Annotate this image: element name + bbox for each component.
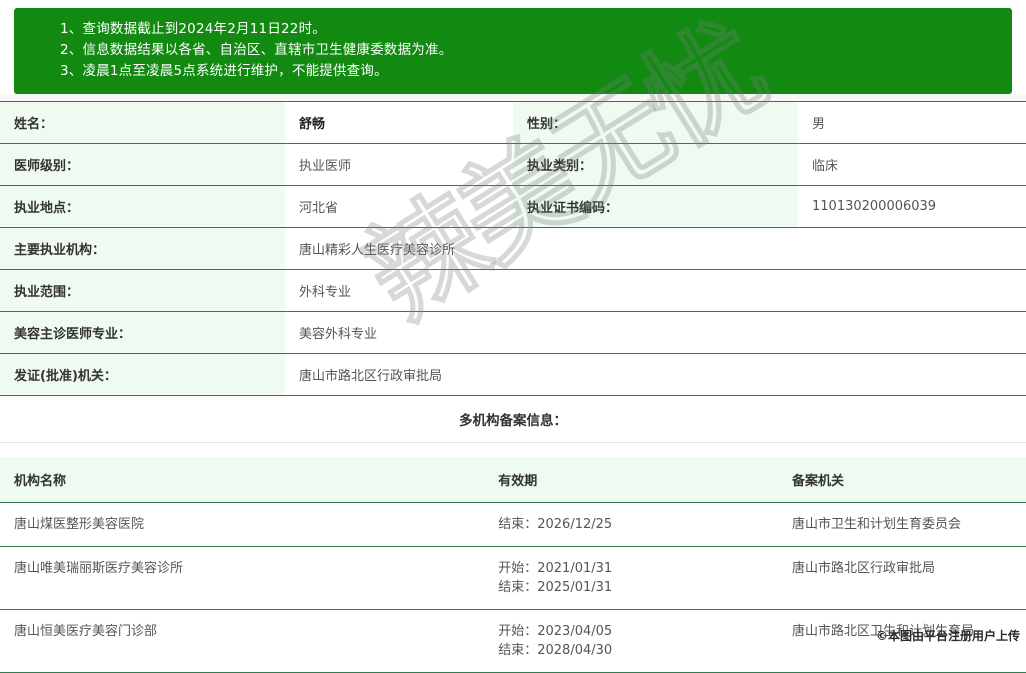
- info-value-practice-location: 河北省: [285, 186, 513, 227]
- info-row-name: 姓名： 舒畅 性别： 男: [0, 102, 1026, 144]
- cell-institution-name: 唐山煤医整形美容医院: [0, 502, 485, 547]
- cell-filing-authority: 唐山市路北区行政审批局: [777, 546, 1026, 610]
- validity-start: 开始：2021/01/31: [498, 561, 613, 576]
- info-label-license-number: 执业证书编码：: [513, 186, 798, 227]
- section-spacer: [0, 443, 1026, 457]
- notice-line-3: 3、凌晨1点至凌晨5点系统进行维护，不能提供查询。: [60, 63, 388, 79]
- table-header-row: 机构名称 有效期 备案机关: [0, 457, 1026, 503]
- info-value-gender: 男: [798, 102, 1026, 143]
- multi-institution-table: 机构名称 有效期 备案机关 唐山煤医整形美容医院 结束：2026/12/25 唐…: [0, 457, 1026, 673]
- cell-validity: 结束：2026/12/25: [484, 502, 778, 547]
- notice-line-2: 2、信息数据结果以各省、自治区、直辖市卫生健康委数据为准。: [60, 42, 453, 58]
- info-value-issuing-authority: 唐山市路北区行政审批局: [285, 354, 1026, 395]
- info-label-practice-scope: 执业范围：: [0, 270, 285, 311]
- doctor-info-table: 姓名： 舒畅 性别： 男 医师级别： 执业医师 执业类别： 临床 执业地点： 河…: [0, 101, 1026, 396]
- info-row-doctor-level: 医师级别： 执业医师 执业类别： 临床: [0, 144, 1026, 186]
- info-label-main-institution: 主要执业机构：: [0, 228, 285, 269]
- cell-validity: 开始：2023/04/05 结束：2028/04/30: [484, 609, 778, 673]
- validity-end: 结束：2028/04/30: [498, 643, 613, 658]
- info-value-name: 舒畅: [285, 102, 513, 143]
- info-value-license-number: 110130200006039: [798, 186, 1026, 227]
- notice-banner-wrap: 1、查询数据截止到2024年2月11日22时。 2、信息数据结果以各省、自治区、…: [0, 0, 1026, 94]
- info-row-cosmetic-specialty: 美容主诊医师专业： 美容外科专业: [0, 312, 1026, 354]
- info-label-gender: 性别：: [513, 102, 798, 143]
- table-body: 唐山煤医整形美容医院 结束：2026/12/25 唐山市卫生和计划生育委员会 唐…: [0, 502, 1026, 673]
- table-row: 唐山恒美医疗美容门诊部 开始：2023/04/05 结束：2028/04/30 …: [0, 609, 1026, 673]
- info-value-practice-scope: 外科专业: [285, 270, 1026, 311]
- info-value-doctor-level: 执业医师: [285, 144, 513, 185]
- table-row: 唐山煤医整形美容医院 结束：2026/12/25 唐山市卫生和计划生育委员会: [0, 502, 1026, 547]
- validity-end: 结束：2026/12/25: [498, 517, 613, 532]
- column-header-institution-name: 机构名称: [0, 457, 485, 503]
- table-head: 机构名称 有效期 备案机关: [0, 457, 1026, 503]
- notice-line-1: 1、查询数据截止到2024年2月11日22时。: [60, 21, 326, 37]
- cell-institution-name: 唐山恒美医疗美容门诊部: [0, 609, 485, 673]
- notice-banner: 1、查询数据截止到2024年2月11日22时。 2、信息数据结果以各省、自治区、…: [14, 8, 1012, 94]
- info-value-main-institution: 唐山精彩人生医疗美容诊所: [285, 228, 1026, 269]
- info-row-practice-location: 执业地点： 河北省 执业证书编码： 110130200006039: [0, 186, 1026, 228]
- column-header-validity: 有效期: [484, 457, 778, 503]
- info-value-cosmetic-specialty: 美容外科专业: [285, 312, 1026, 353]
- info-row-practice-scope: 执业范围： 外科专业: [0, 270, 1026, 312]
- info-label-doctor-level: 医师级别：: [0, 144, 285, 185]
- cell-filing-authority: 唐山市卫生和计划生育委员会: [777, 502, 1026, 547]
- table-row: 唐山唯美瑞丽斯医疗美容诊所 开始：2021/01/31 结束：2025/01/3…: [0, 546, 1026, 610]
- info-label-practice-category: 执业类别：: [513, 144, 798, 185]
- cell-institution-name: 唐山唯美瑞丽斯医疗美容诊所: [0, 546, 485, 610]
- info-label-cosmetic-specialty: 美容主诊医师专业：: [0, 312, 285, 353]
- cell-validity: 开始：2021/01/31 结束：2025/01/31: [484, 546, 778, 610]
- info-row-issuing-authority: 发证(批准)机关： 唐山市路北区行政审批局: [0, 354, 1026, 396]
- validity-end: 结束：2025/01/31: [498, 580, 613, 595]
- info-label-practice-location: 执业地点：: [0, 186, 285, 227]
- info-label-issuing-authority: 发证(批准)机关：: [0, 354, 285, 395]
- info-value-practice-category: 临床: [798, 144, 1026, 185]
- validity-start: 开始：2023/04/05: [498, 624, 613, 639]
- section-title: 多机构备案信息：: [459, 413, 567, 429]
- info-label-name: 姓名：: [0, 102, 285, 143]
- column-header-filing-authority: 备案机关: [777, 457, 1026, 503]
- info-row-main-institution: 主要执业机构： 唐山精彩人生医疗美容诊所: [0, 228, 1026, 270]
- multi-institution-section-header: 多机构备案信息：: [0, 396, 1026, 443]
- cell-filing-authority: 唐山市路北区卫生和计划生育局: [777, 609, 1026, 673]
